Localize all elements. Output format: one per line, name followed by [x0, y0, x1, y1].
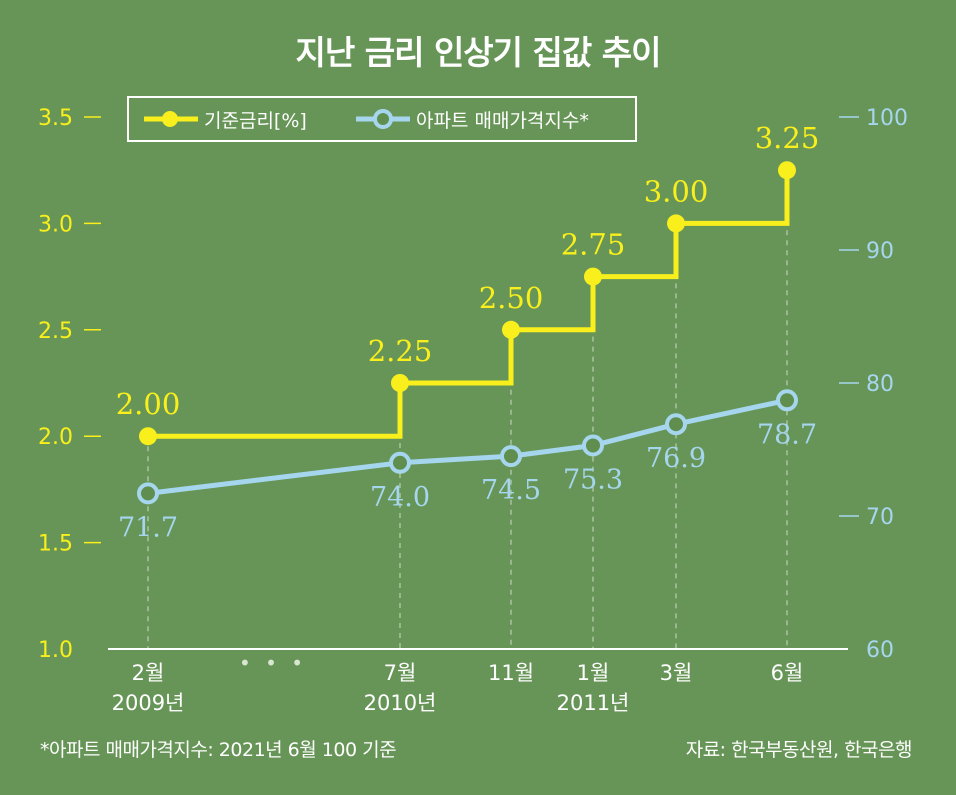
legend-index-label: 아파트 매매가격지수*: [416, 110, 589, 132]
x-tick-label-month: 7월: [384, 661, 417, 685]
x-tick-label-month: 3월: [660, 661, 693, 685]
rate-point: [667, 214, 685, 233]
index-point: [137, 482, 159, 505]
x-axis-break-marker: • • •: [239, 651, 307, 675]
y-right-tick-label: 70: [866, 505, 894, 530]
rate-step-line: [148, 170, 790, 439]
x-tick-label-month: 2월: [132, 661, 165, 685]
rate-data-label: 2.50: [479, 281, 544, 315]
index-data-label: 74.0: [370, 482, 430, 513]
x-axis: 2월 2009년 7월 2010년 11월 1월 2011년 3월 6월 • • •: [108, 648, 848, 715]
y-right-tick-label: 80: [866, 372, 894, 397]
rate-data-label: 2.75: [561, 228, 626, 262]
legend: 기준금리[%] 아파트 매매가격지수*: [127, 96, 637, 142]
y-left-tick-label: 1.5: [38, 532, 73, 557]
index-point: [500, 445, 522, 468]
index-data-label: 75.3: [563, 465, 623, 496]
index-line: [147, 397, 788, 496]
x-tick-label-month: 11월: [488, 661, 534, 685]
rate-point: [139, 427, 157, 446]
source-note: 자료: 한국부동산원, 한국은행: [685, 739, 913, 761]
index-data-label: 74.5: [481, 475, 541, 506]
y-right-tick-label: 90: [866, 239, 894, 264]
rate-point: [584, 267, 602, 286]
x-tick-label-year: 2010년: [364, 691, 437, 715]
index-point: [665, 413, 687, 436]
legend-box: [127, 96, 637, 142]
rate-data-label: 3.00: [644, 174, 709, 208]
index-series: 71.7 74.0 74.5 75.3 76.9 78.7: [118, 389, 817, 543]
x-tick-label-year: 2011년: [557, 691, 630, 715]
y-axis-left: 1.0 1.5 2.0 2.5 3.0 3.5: [38, 106, 101, 663]
index-point: [776, 389, 798, 412]
index-point: [582, 434, 604, 457]
chart-title: 지난 금리 인상기 집값 추이: [295, 33, 662, 72]
rate-data-label: 2.00: [116, 387, 181, 421]
y-left-tick-label: 2.5: [38, 319, 73, 344]
y-left-tick-label: 3.0: [38, 212, 73, 237]
legend-rate-label: 기준금리[%]: [204, 110, 307, 132]
rate-series: 2.00 2.25 2.50 2.75 3.00 3.25: [116, 121, 820, 446]
footnote: *아파트 매매가격지수: 2021년 6월 100 기준: [40, 739, 397, 761]
y-right-tick-label: 100: [866, 106, 908, 131]
legend-rate-marker: [162, 111, 178, 127]
index-data-label: 78.7: [757, 419, 817, 450]
x-tick-label-year: 2009년: [112, 691, 185, 715]
y-right-tick-label: 60: [866, 638, 894, 663]
index-point: [389, 451, 411, 474]
rate-data-label: 2.25: [368, 334, 433, 368]
rate-point: [778, 161, 796, 180]
index-data-label: 76.9: [646, 443, 706, 474]
y-left-tick-label: 3.5: [38, 106, 73, 131]
y-left-tick-label: 2.0: [38, 425, 73, 450]
rate-point: [502, 320, 520, 339]
index-data-label: 71.7: [118, 512, 178, 543]
rate-point: [391, 374, 409, 392]
rate-data-label: 3.25: [755, 121, 820, 155]
y-left-tick-label: 1.0: [38, 638, 73, 663]
y-axis-right: 60 70 80 90 100: [839, 106, 908, 663]
gridlines: [147, 170, 788, 649]
x-tick-label-month: 6월: [771, 661, 804, 685]
x-tick-label-month: 1월: [577, 661, 610, 685]
legend-index-marker: [373, 109, 393, 129]
